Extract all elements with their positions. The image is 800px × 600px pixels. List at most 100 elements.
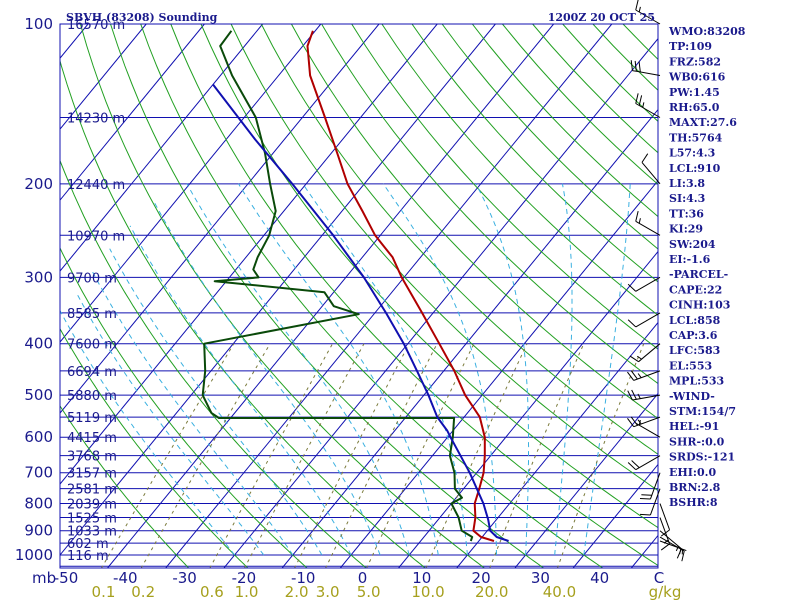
mixing-ratio-label: 20.0 [475, 583, 508, 600]
chart-title: SBVH (83208) Sounding [66, 11, 218, 24]
temperature-tick-label: 30 [531, 569, 550, 587]
dry-adiabat [60, 246, 308, 568]
height-label: 1033 m [67, 525, 117, 540]
mixing-ratio-label: 0.1 [92, 583, 116, 600]
dry-adiabat [200, 24, 658, 529]
height-label: 16570 m [67, 18, 125, 33]
height-label: 116 m [67, 549, 109, 564]
wind-barb [659, 503, 671, 537]
height-label: 7600 m [67, 338, 117, 353]
sounding-index: WB0:616 [668, 71, 726, 84]
pressure-tick-label: 100 [24, 15, 53, 33]
sounding-index: TH:5764 [669, 131, 723, 144]
mixing-ratio-line [209, 343, 334, 568]
pressure-tick-label: 200 [24, 175, 53, 193]
isotherm [60, 24, 438, 485]
sounding-index: BRN:2.8 [669, 481, 721, 494]
parcel-profile [212, 83, 509, 542]
height-label: 602 m [67, 537, 109, 552]
height-label: 3768 m [67, 450, 117, 465]
dry-adiabat [110, 24, 545, 568]
pressure-tick-label: 300 [24, 268, 53, 286]
mixing-ratio-line [243, 343, 365, 568]
dry-adiabat [60, 404, 190, 568]
isotherm [60, 24, 147, 130]
wind-barb [627, 370, 661, 381]
sounding-index: -WIND- [669, 390, 715, 403]
mixing-ratio-line [294, 343, 410, 568]
moist-adiabat [302, 183, 468, 556]
dewpoint-profile [201, 30, 474, 542]
mixing-ratio-line [556, 343, 645, 568]
temperature-tick-label: -10 [291, 569, 316, 587]
temperature-tick-label: 20 [472, 569, 491, 587]
mixing-ratio-label: 40.0 [543, 583, 576, 600]
dry-adiabat [381, 24, 658, 316]
sounding-index: STM:154/7 [669, 405, 736, 418]
background-grid [60, 24, 658, 568]
pressure-tick-label: 600 [24, 428, 53, 446]
moist-adiabat [583, 183, 631, 556]
moist-adiabat [90, 269, 294, 556]
pressure-unit-label: mb [32, 569, 56, 587]
mixing-ratio-label: 10.0 [411, 583, 444, 600]
dry-adiabat [260, 24, 658, 455]
isotherm [60, 24, 496, 556]
moist-adiabat [238, 183, 439, 556]
sounding-index: LFC:583 [669, 344, 720, 357]
wind-barb [635, 93, 661, 118]
dry-adiabat [60, 327, 249, 568]
dry-adiabat [351, 24, 658, 350]
mixing-ratio-unit: g/kg [649, 583, 682, 600]
dry-adiabat [411, 24, 658, 283]
isotherm [223, 37, 658, 568]
wind-barb [659, 517, 671, 551]
isotherm [339, 179, 658, 568]
moist-adiabat [152, 200, 381, 556]
mixing-ratio-label: 3.0 [316, 583, 340, 600]
sounding-index: SI:4.3 [669, 192, 705, 205]
height-label: 4415 m [67, 431, 117, 446]
height-label: 5119 m [67, 411, 117, 426]
height-label: 10970 m [67, 229, 125, 244]
pressure-tick-label: 1000 [15, 546, 53, 564]
height-label: 2581 m [67, 483, 117, 498]
temperature-tick-label: C [654, 569, 664, 587]
mixing-ratio-label: 0.6 [200, 583, 224, 600]
sounding-index: -PARCEL- [669, 268, 728, 281]
temperature-tick-label: -40 [113, 569, 138, 587]
dry-adiabat [441, 24, 658, 250]
isotherm [60, 24, 264, 272]
wind-barb [627, 416, 661, 428]
mixing-ratio-label: 2.0 [285, 583, 309, 600]
mixing-ratio-label: 0.2 [131, 583, 155, 600]
sounding-index: CAPE:22 [669, 283, 722, 296]
mixing-ratio-line [100, 343, 235, 568]
sounding-index: SW:204 [669, 238, 716, 251]
wind-barb [629, 343, 661, 363]
sounding-index: CAP:3.6 [669, 329, 718, 342]
height-label: 2039 m [67, 498, 117, 513]
mixing-ratio-label: 5.0 [357, 583, 381, 600]
temperature-profile [306, 30, 495, 542]
mixing-ratio-line [425, 343, 528, 568]
sounding-index: CINH:103 [669, 299, 730, 312]
sounding-index: SRDS:-121 [669, 451, 735, 464]
dry-adiabat [60, 59, 427, 568]
sounding-index: HEL:-91 [669, 420, 719, 433]
dry-adiabat [321, 24, 658, 385]
dry-adiabat [79, 24, 486, 568]
temperature-tick-label: 40 [590, 569, 609, 587]
sounding-profiles [201, 30, 509, 542]
wind-barb [627, 389, 661, 401]
moist-adiabat [60, 309, 236, 556]
dry-adiabat [230, 24, 658, 492]
wind-barb [641, 153, 661, 185]
sounding-index: SHR-:0.0 [669, 435, 725, 448]
sounding-index: WMO:83208 [668, 25, 746, 38]
dry-adiabat [60, 159, 368, 568]
sounding-index: EL:553 [669, 359, 712, 372]
sounding-index: L57:4.3 [669, 147, 715, 160]
temperature-tick-label: 10 [412, 569, 431, 587]
